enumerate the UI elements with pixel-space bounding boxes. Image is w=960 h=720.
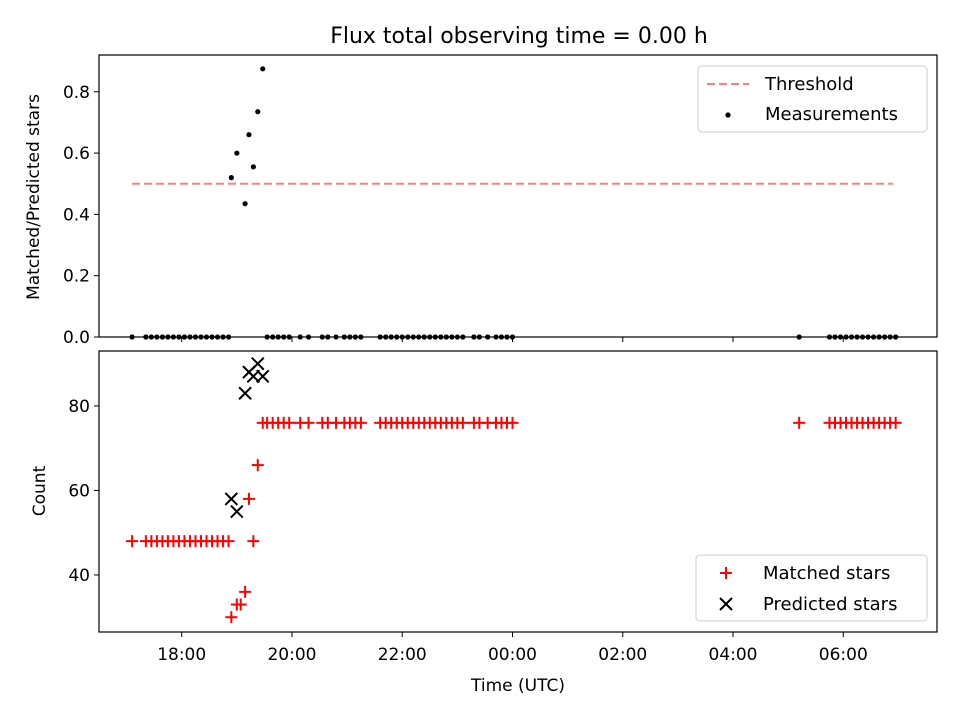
top-ytick-label: 0.4 [63, 205, 90, 225]
bottom-xtick-label: 00:00 [488, 645, 537, 665]
measurement-point [228, 175, 234, 181]
top-legend-box [697, 65, 928, 133]
matched-star-point [126, 535, 139, 548]
top-ytick-label: 0.6 [63, 144, 90, 164]
bottom-xlabel: Time (UTC) [470, 676, 565, 696]
matched-star-point [222, 535, 235, 548]
measurement-point [255, 109, 261, 115]
predicted-star-point [251, 356, 265, 371]
measurement-point [246, 132, 252, 138]
predicted-legend-swatch [719, 597, 733, 611]
predicted-legend-label: Predicted stars [763, 594, 897, 615]
bottom-xtick-label: 02:00 [598, 645, 647, 665]
measurement-point [260, 66, 266, 72]
top-legend: Threshold Measurements [697, 65, 928, 133]
top-ytick-label: 0.8 [63, 83, 90, 103]
matched-star-point [242, 492, 255, 505]
predicted-star-point [230, 504, 244, 519]
matched-star-point [793, 416, 806, 429]
top-ytick-label: 0.0 [63, 328, 90, 348]
matched-star-point [889, 416, 902, 429]
matched-star-point [239, 585, 252, 598]
top-panel: Matched/Predicted stars 0.00.20.40.60.8 … [24, 54, 938, 348]
bottom-ytick-label: 60 [68, 481, 90, 501]
chart-title: Flux total observing time = 0.00 h [330, 24, 708, 49]
bottom-legend-box [695, 554, 928, 622]
top-ytick-label: 0.2 [63, 267, 90, 287]
bottom-legend: Matched stars Predicted stars [695, 554, 928, 622]
bottom-axes-frame [98, 350, 938, 633]
matched-star-point [302, 416, 315, 429]
matched-star-point [251, 459, 264, 472]
measurement-point [234, 150, 240, 156]
bottom-xtick-label: 20:00 [267, 645, 316, 665]
measurement-point [242, 201, 248, 207]
top-axes-frame [98, 54, 938, 338]
measurements-legend-label: Measurements [765, 104, 898, 125]
bottom-ytick-label: 40 [68, 566, 90, 586]
bottom-ylabel: Count [30, 465, 50, 516]
bottom-xtick-label: 06:00 [819, 645, 868, 665]
bottom-ytick-label: 80 [68, 397, 90, 417]
matched-star-point [225, 611, 238, 624]
predicted-star-point [256, 369, 270, 384]
predicted-star-point [238, 386, 252, 400]
top-ylabel: Matched/Predicted stars [24, 94, 44, 300]
measurement-point [250, 164, 256, 170]
matched-star-point [247, 535, 260, 548]
measurements-legend-swatch [725, 112, 731, 118]
predicted-star-point [224, 492, 239, 506]
bottom-xtick-label: 22:00 [378, 645, 427, 665]
bottom-panel: Count 40 60 80 18:00 20:00 22:00 00:00 02:00 04… [30, 350, 938, 696]
bottom-xtick-label: 18:00 [157, 645, 206, 665]
matched-star-point [506, 416, 519, 429]
matched-legend-swatch [720, 567, 732, 579]
matched-legend-label: Matched stars [763, 563, 890, 584]
matched-star-point [456, 416, 469, 429]
matched-star-point [234, 598, 247, 611]
threshold-legend-label: Threshold [764, 74, 854, 95]
matched-star-point [283, 416, 296, 429]
bottom-xtick-label: 04:00 [709, 645, 758, 665]
matched-star-point [354, 416, 367, 429]
